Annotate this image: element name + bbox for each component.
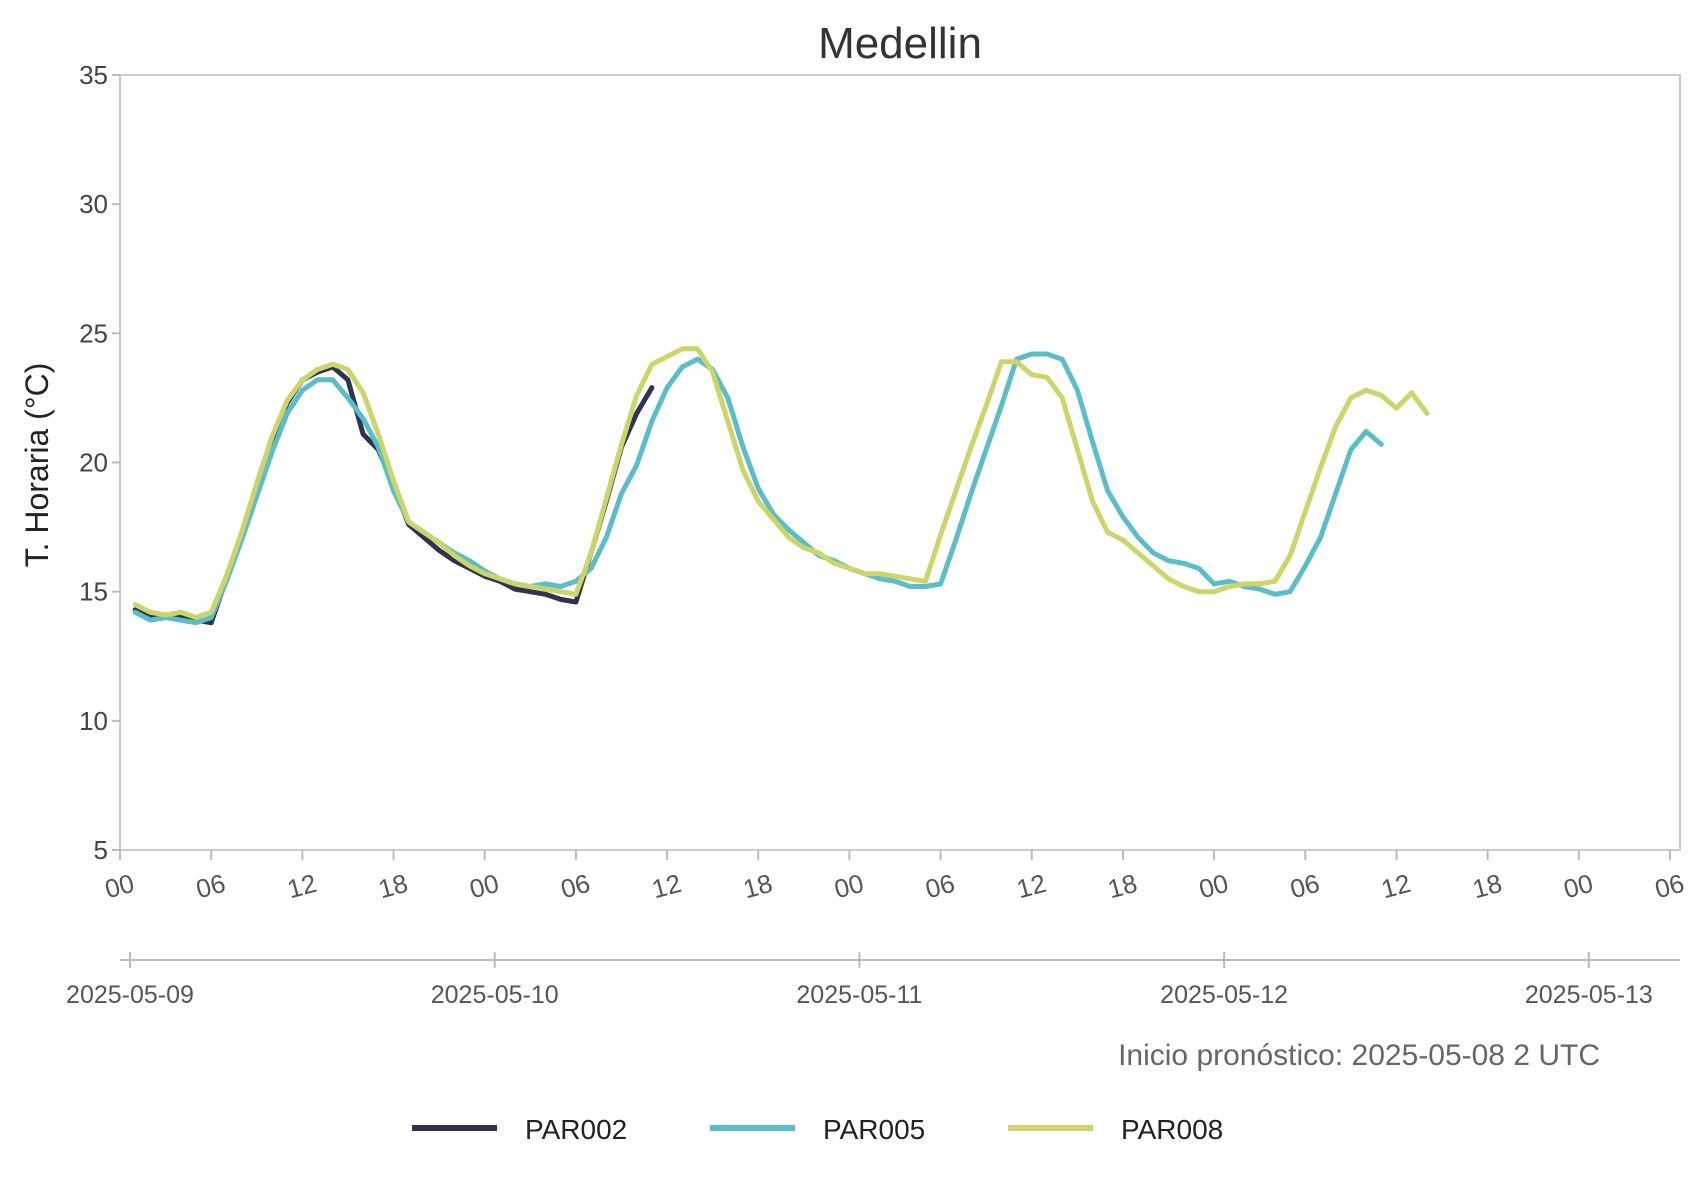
y-tick-label: 15: [79, 577, 108, 607]
x-tick-label: 12: [1013, 868, 1049, 904]
forecast-start-note: Inicio pronóstico: 2025-05-08 2 UTC: [1118, 1039, 1600, 1072]
series-line-par008: [132, 346, 1430, 620]
date-tick-label: 2025-05-12: [1160, 981, 1288, 1009]
plot-frame: [119, 74, 1681, 851]
x-tick-label: 06: [193, 868, 229, 904]
x-tick-label: 00: [102, 868, 138, 904]
y-tick-label: 35: [79, 60, 108, 90]
x-tick-label: 00: [1196, 868, 1232, 904]
series-layer: [132, 346, 1430, 626]
legend-label: PAR008: [1121, 1114, 1223, 1145]
x-tick-label: 18: [375, 868, 411, 904]
x-tick-label: 12: [649, 868, 685, 904]
y-tick-label: 5: [94, 835, 108, 865]
y-axis: 5 10 15 20 25 30 35: [79, 60, 120, 865]
x-tick-label: 06: [1652, 868, 1688, 904]
x-tick-label: 06: [558, 868, 594, 904]
y-tick-label: 10: [79, 706, 108, 736]
date-tick-label: 2025-05-10: [431, 981, 559, 1009]
x-tick-label: 00: [466, 868, 502, 904]
x-tick-label: 18: [1105, 868, 1141, 904]
x-tick-label: 18: [1469, 868, 1505, 904]
x-tick-label: 00: [831, 868, 867, 904]
x-axis-hours: 00 06 12 18 00 06 12 18 00 06 12 18 00 06 12 18 00 06: [102, 850, 1688, 904]
y-tick-label: 30: [79, 189, 108, 219]
chart-title: Medellin: [818, 19, 982, 68]
date-tick-label: 2025-05-09: [66, 981, 194, 1009]
x-tick-label: 06: [922, 868, 958, 904]
x-axis-dates: 2025-05-09 2025-05-10 2025-05-11 2025-05-12…: [66, 952, 1653, 1009]
x-tick-label: 12: [1378, 868, 1414, 904]
y-tick-label: 25: [79, 318, 108, 348]
date-tick-label: 2025-05-13: [1525, 981, 1653, 1009]
legend-label: PAR005: [823, 1114, 925, 1145]
y-axis-label: T. Horaria (°C): [19, 363, 55, 568]
legend: PAR002 PAR005 PAR008: [412, 1114, 1223, 1145]
x-tick-label: 06: [1287, 868, 1323, 904]
x-tick-label: 00: [1560, 868, 1596, 904]
legend-label: PAR002: [525, 1114, 627, 1145]
x-tick-label: 18: [740, 868, 776, 904]
date-tick-label: 2025-05-11: [796, 981, 922, 1009]
x-tick-label: 12: [284, 868, 320, 904]
series-line-par005: [132, 351, 1384, 626]
y-tick-label: 20: [79, 448, 108, 478]
